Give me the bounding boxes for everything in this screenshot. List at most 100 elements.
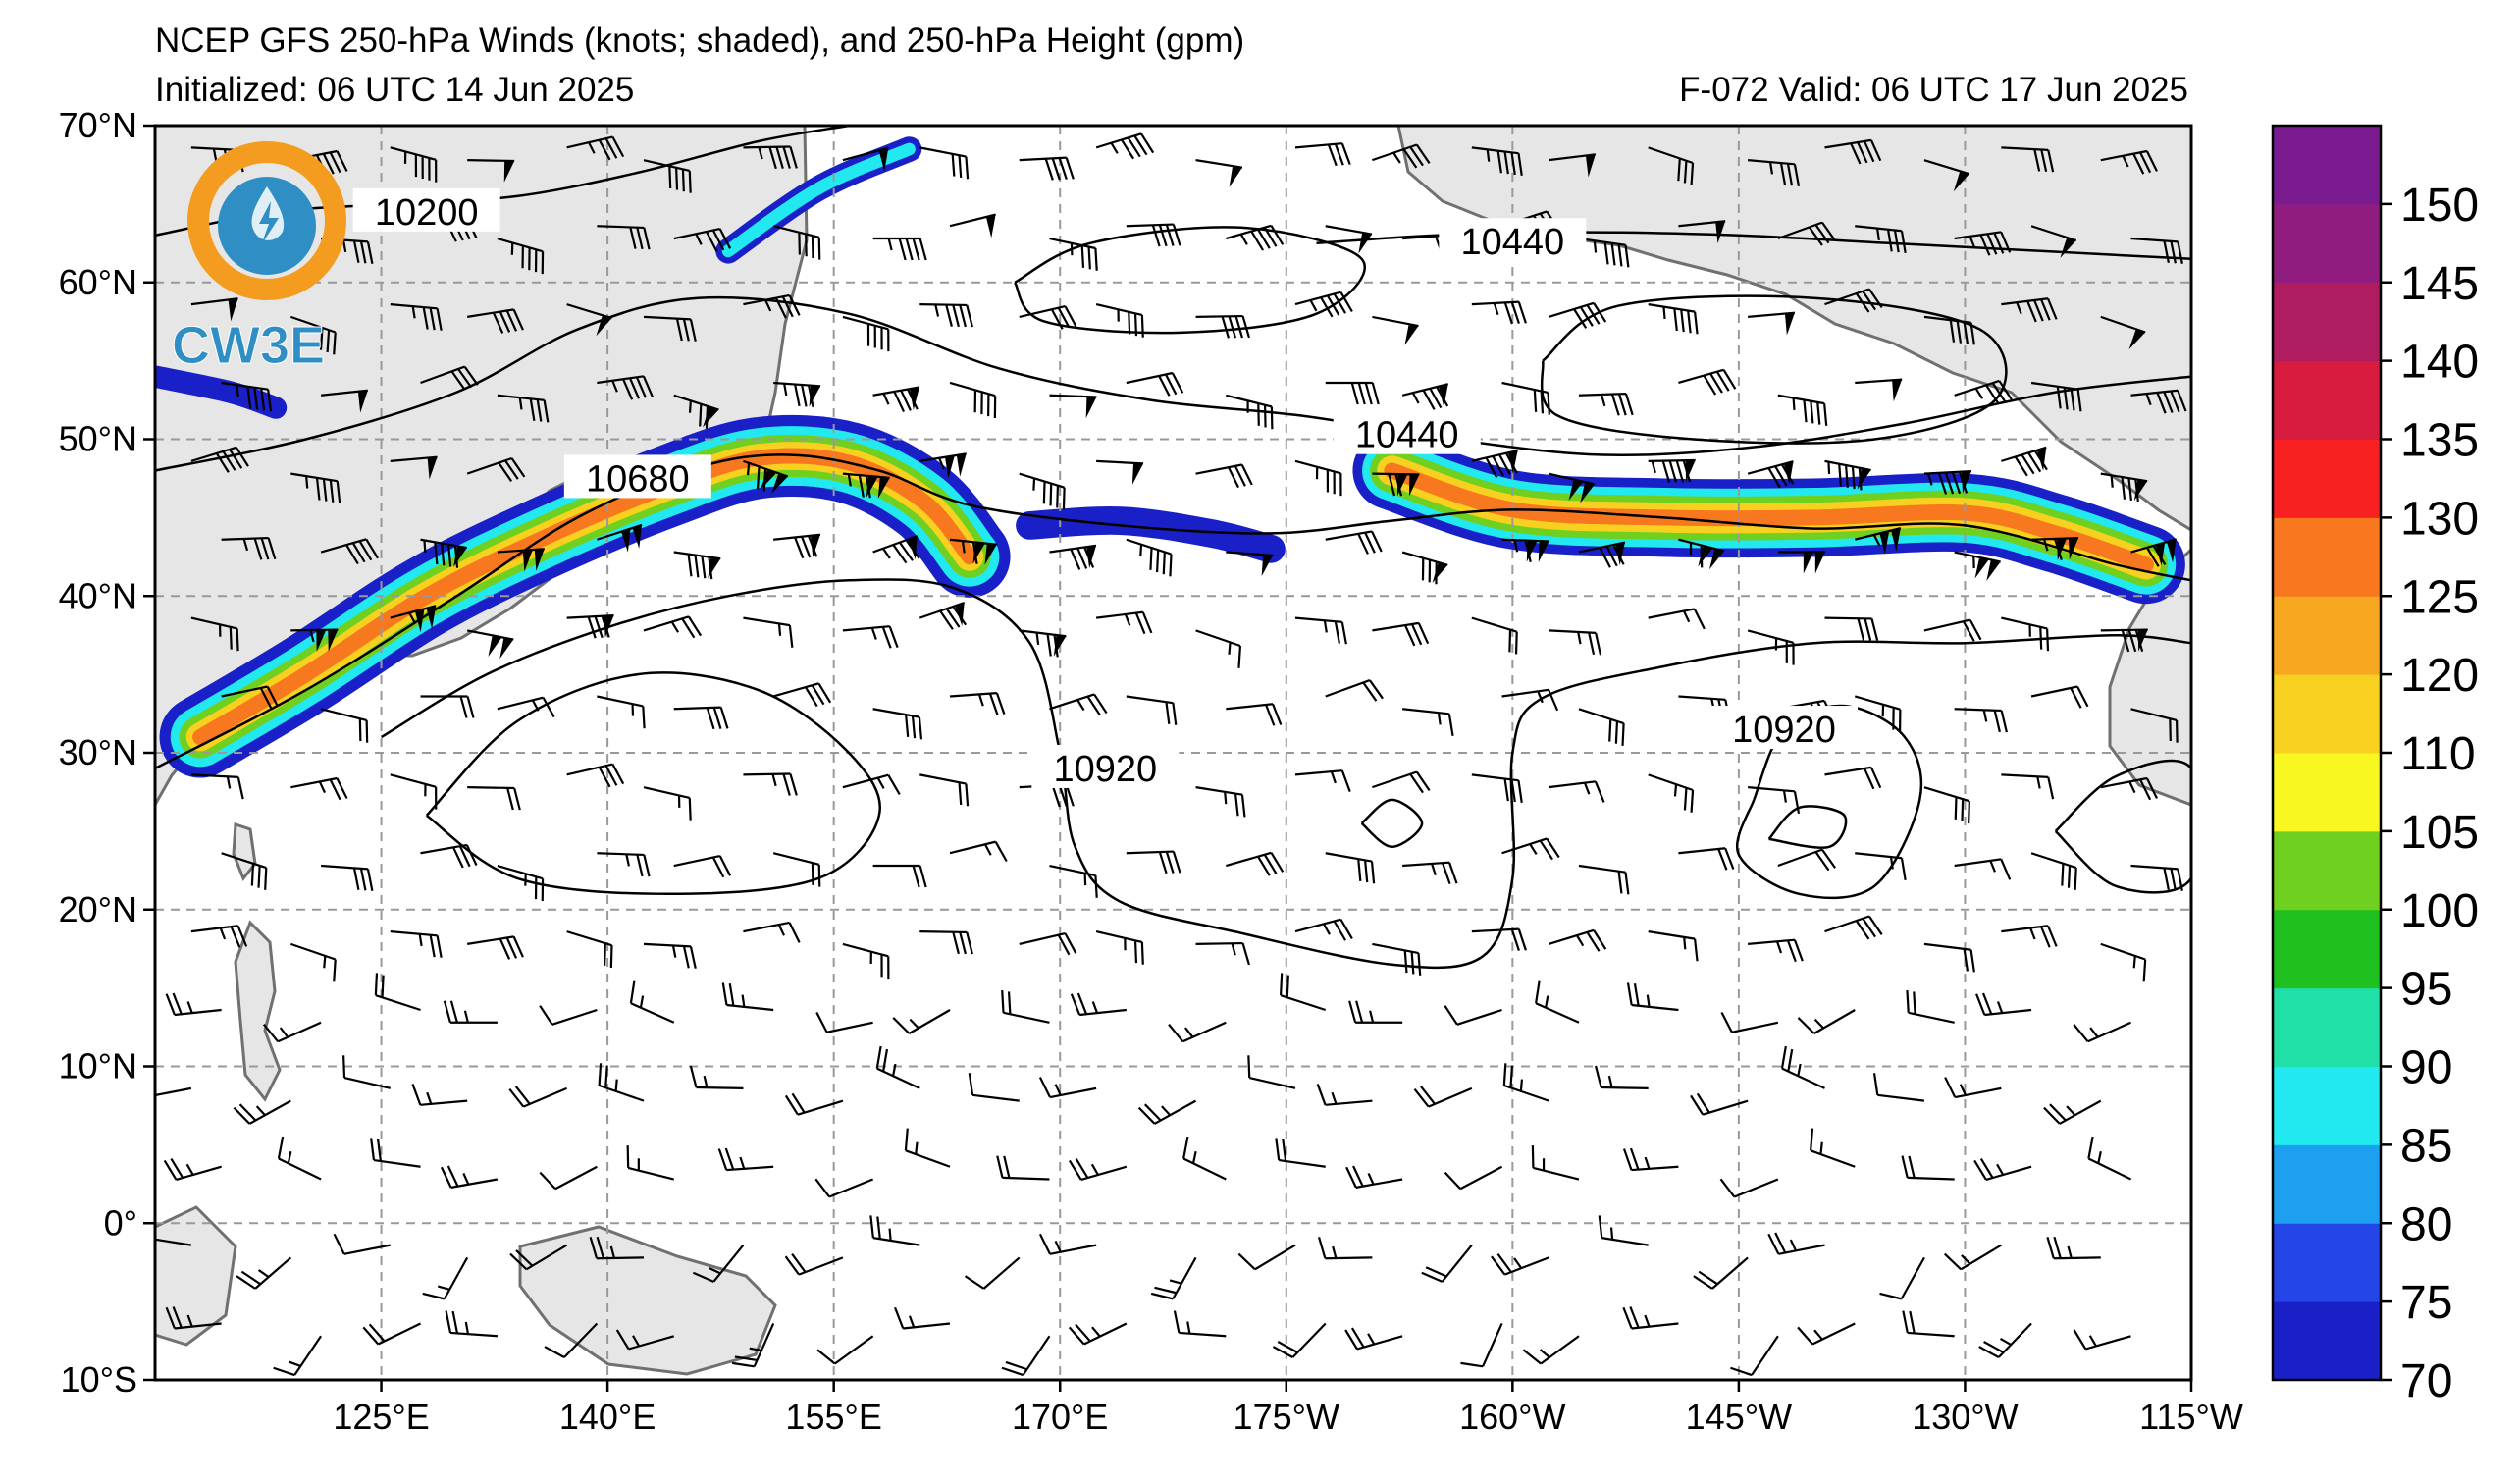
wind-barb <box>743 921 801 943</box>
colorbar-label: 90 <box>2400 1042 2452 1094</box>
wind-barb <box>1195 941 1250 966</box>
colorbar-segment <box>2273 674 2381 754</box>
wind-barb <box>2031 536 2079 561</box>
wind-barb <box>1872 1073 1925 1102</box>
wind-barb <box>289 315 337 355</box>
wind-barb <box>390 773 438 810</box>
wind-barb <box>1522 1335 1580 1365</box>
wind-barb <box>1019 629 1067 658</box>
wind-barb <box>1401 551 1448 585</box>
wind-barb <box>589 1236 645 1260</box>
colorbar-label: 120 <box>2400 650 2479 702</box>
wind-barb <box>968 1073 1020 1102</box>
wind-barb <box>773 381 821 408</box>
wind-barb <box>221 685 280 709</box>
wind-barb <box>996 1155 1050 1181</box>
wind-barb <box>893 1306 951 1330</box>
wind-barb <box>1578 708 1625 746</box>
lat-tick-label: 40°N <box>59 575 137 615</box>
wind-barb <box>155 1086 192 1097</box>
wind-barb <box>1195 786 1246 818</box>
colorbar: 70 75 80 85 90 95 100 105 110 120 125 130 135 140 145 1… <box>2271 124 2479 1407</box>
wind-barb <box>1325 225 1373 254</box>
wind-barb <box>420 695 475 718</box>
wind-barb <box>1854 527 1902 555</box>
wind-barb <box>1168 1021 1227 1043</box>
logo-ring <box>187 141 346 300</box>
colorbar-label: 140 <box>2400 337 2479 389</box>
wind-barb <box>1095 303 1144 338</box>
wind-barb <box>875 1045 920 1089</box>
height-contour-10960 <box>1767 805 1848 849</box>
wind-barb <box>1824 616 1879 641</box>
wind-barb <box>1501 381 1550 415</box>
wind-barb <box>2073 1021 2131 1043</box>
wind-barb <box>497 864 545 902</box>
wind-barb <box>497 696 555 718</box>
wind-barb <box>643 315 697 342</box>
wind-barb <box>1372 315 1419 345</box>
wind-barb <box>1501 538 1549 563</box>
wind-barb <box>1317 1237 1373 1260</box>
contour-label: 10680 <box>586 458 690 500</box>
wind-barb <box>466 456 526 483</box>
lon-tick-label: 145°W <box>1686 1397 1792 1437</box>
wind-barb <box>597 225 651 250</box>
wind-barb <box>165 1306 222 1330</box>
wind-barb <box>1195 463 1253 489</box>
wind-barb <box>842 472 890 499</box>
initialized-time: Initialized: 06 UTC 14 Jun 2025 <box>155 71 635 109</box>
wind-barb <box>892 1009 951 1034</box>
wind-barb <box>1797 1009 1856 1034</box>
wind-barb <box>949 213 996 238</box>
wind-barb <box>643 615 703 639</box>
wind-barb <box>1325 679 1384 702</box>
wind-barb <box>362 1322 422 1346</box>
wind-barb <box>1173 1310 1227 1338</box>
wind-barb <box>1578 541 1626 568</box>
wind-barb <box>163 1157 222 1182</box>
wind-barb <box>629 980 675 1024</box>
height-contour-10440 <box>155 295 2191 472</box>
wind-barb <box>1001 1335 1051 1377</box>
wind-barb <box>1855 378 1903 402</box>
wind-barb <box>1096 459 1144 485</box>
wind-barb <box>1294 616 1347 645</box>
wind-barb <box>1126 538 1173 577</box>
wind-barb <box>842 315 890 352</box>
wind-barb <box>1548 301 1607 329</box>
wind-barb <box>1923 786 1970 824</box>
wind-barb <box>1019 932 1077 956</box>
wind-barb <box>772 852 821 887</box>
lon-tick-label: 140°E <box>559 1397 656 1437</box>
colorbar-segment <box>2273 830 2381 911</box>
wind-barb <box>1001 989 1050 1024</box>
wind-barb <box>919 452 967 479</box>
jet-band-70kt <box>1016 505 1286 563</box>
wind-barb <box>2100 776 2158 801</box>
lat-tick-label: 50°N <box>59 419 137 459</box>
wind-barb <box>1678 847 1735 871</box>
wind-barb <box>390 146 438 183</box>
wind-barb <box>1978 1322 2032 1358</box>
wind-barb <box>1345 1165 1403 1189</box>
wind-barb <box>1226 703 1283 726</box>
wind-barb <box>1648 458 1696 483</box>
wind-barb <box>1294 459 1342 497</box>
wind-barb <box>1748 938 1804 963</box>
wind-barb <box>1693 1256 1749 1290</box>
wind-barb <box>1126 223 1181 247</box>
wind-barb <box>1531 1145 1580 1181</box>
wind-barb <box>2043 1099 2102 1125</box>
contour-label: 10200 <box>375 192 479 234</box>
wind-barb <box>772 225 821 260</box>
wind-barb <box>1182 1136 1227 1181</box>
wind-barb <box>1068 1322 1128 1346</box>
wind-barb <box>1973 1157 2032 1182</box>
wind-barb <box>1648 303 1699 335</box>
height-contour-10440 <box>1013 226 1366 335</box>
wind-barb <box>1272 1322 1327 1358</box>
wind-barb <box>342 1055 392 1089</box>
wind-barb <box>2001 297 2058 323</box>
lat-tick-label: 20°N <box>59 889 137 929</box>
